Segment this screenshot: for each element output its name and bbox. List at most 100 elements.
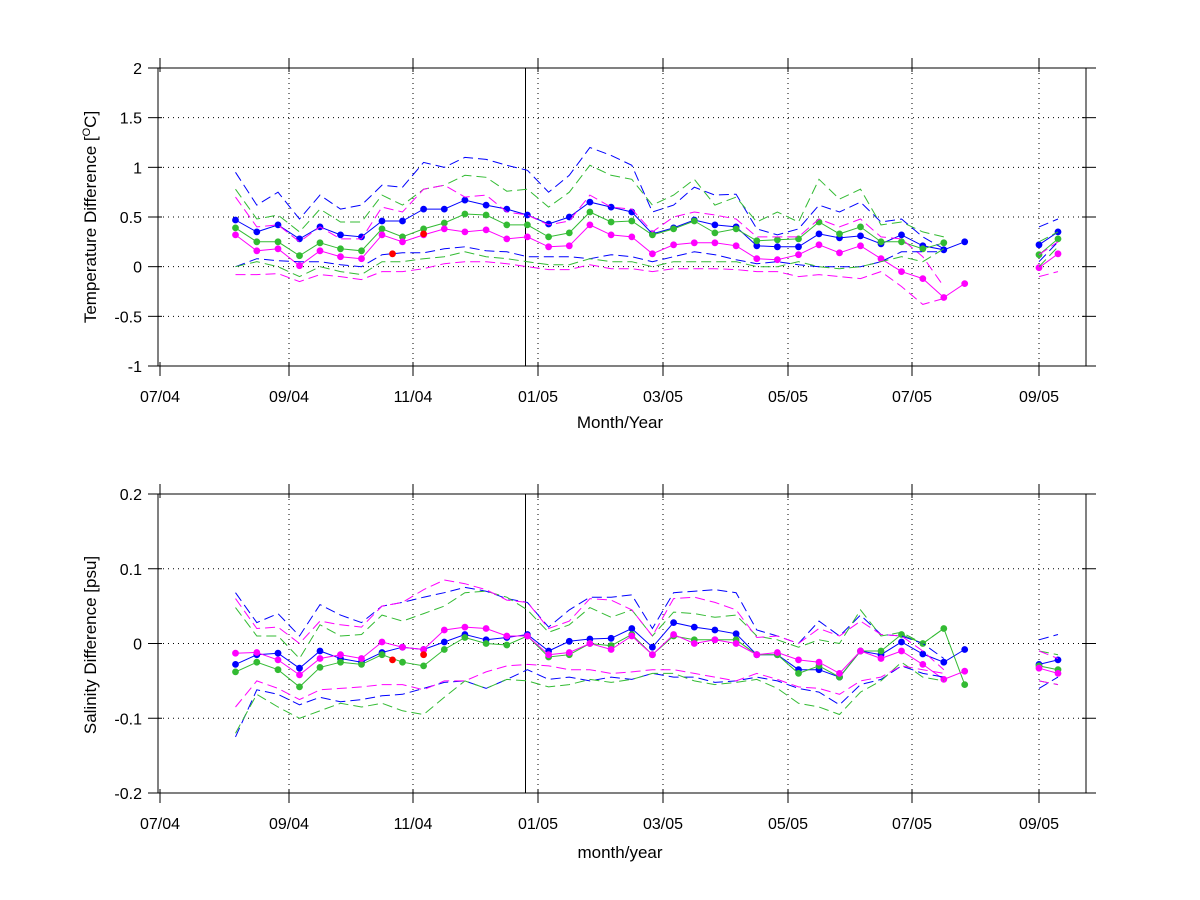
temperature-series-0-point: [378, 217, 386, 225]
temperature-x-tick-label: 05/05: [768, 389, 808, 406]
salinity-x-tick-label: 09/04: [269, 816, 309, 833]
salinity-series-2-point: [524, 632, 531, 640]
salinity-series-0-point: [607, 634, 615, 642]
temperature-y-label-main: Temperature Difference [: [81, 136, 100, 323]
salinity-x-tick-label: 09/05: [1019, 816, 1059, 833]
temperature-series-2-point: [628, 233, 636, 241]
salinity-series-2-point: [274, 656, 282, 664]
temperature-series-2-point: [482, 226, 490, 234]
salinity-series-2-point: [440, 626, 448, 634]
salinity-series-2-point: [253, 649, 261, 656]
temperature-x-tick-label: 07/05: [892, 389, 932, 406]
temperature-series-line-8: [235, 261, 1059, 305]
temperature-series-1-point: [586, 208, 594, 216]
salinity-series-2-point: [795, 656, 802, 664]
salinity-x-tick-label: 05/05: [768, 816, 808, 833]
temperature-x-tick-label: 09/05: [1019, 389, 1059, 406]
temperature-series-1-point: [1035, 251, 1043, 259]
temperature-series-2-point: [607, 231, 615, 239]
salinity-series-2-point: [1054, 670, 1062, 677]
temperature-series-1-point: [1054, 235, 1062, 243]
salinity-series-1-point: [358, 661, 365, 668]
temperature-y-tick-label: -0.5: [114, 309, 142, 326]
temperature-series-1-point: [711, 229, 719, 237]
temperature-series-2-point: [337, 253, 344, 261]
temperature-series-1-point: [940, 239, 948, 247]
salinity-series-2-point: [316, 655, 324, 662]
temperature-series-0-point: [711, 221, 719, 229]
temperature-series-2-point: [919, 275, 927, 283]
temperature-x-tick-label: 01/05: [518, 389, 558, 406]
temperature-series-2-point: [232, 231, 239, 239]
temperature-series-2-point: [898, 268, 905, 276]
salinity-series-0-point: [670, 619, 677, 626]
temperature-y-tick-label: 1.5: [120, 111, 142, 128]
temperature-series-0-point: [774, 243, 781, 251]
salinity-series-2-point: [565, 649, 573, 656]
salinity-series-1-point: [940, 625, 948, 632]
salinity-series-2-point: [711, 636, 719, 644]
temperature-series-1-point: [753, 237, 761, 245]
temperature-y-tick-label: 0.5: [120, 210, 142, 227]
temperature-series-2-point: [670, 241, 677, 249]
salinity-series-2-point: [753, 651, 761, 659]
temperature-series-1-point: [649, 231, 656, 239]
salinity-x-axis-label: month/year: [577, 843, 662, 862]
salinity-series-2-point: [857, 647, 864, 655]
temperature-series-2-point: [1035, 264, 1043, 272]
temperature-series-2-point: [296, 262, 303, 270]
temperature-series-1-point: [503, 221, 511, 229]
temperature-series-2-point: [440, 225, 448, 233]
salinity-series-2-point: [482, 625, 490, 632]
temperature-y-tick-label: 2: [133, 61, 142, 78]
temperature-series-1-point: [440, 219, 448, 227]
temperature-x-axis-label: Month/Year: [577, 413, 664, 432]
temperature-series-1-point: [253, 238, 261, 246]
temperature-series-2-point: [316, 247, 324, 255]
temperature-series-2-point: [586, 221, 594, 229]
salinity-series-2-point: [815, 658, 823, 666]
salinity-series-1-point: [296, 683, 303, 691]
salinity-series-2-point: [545, 651, 552, 659]
temperature-series-1-point: [482, 211, 490, 219]
salinity-series-2-point: [628, 632, 636, 640]
salinity-series-line-8: [235, 663, 1059, 708]
salinity-series-0-point: [274, 649, 282, 657]
temperature-series-0-point: [253, 228, 261, 236]
salinity-series-2-point: [877, 655, 885, 662]
temperature-series-1-point: [898, 238, 905, 246]
temperature-series-1-point: [670, 225, 677, 233]
salinity-series-1-point: [461, 634, 469, 641]
temperature-series-0-point: [795, 243, 802, 251]
temperature-series-0-point: [857, 232, 864, 240]
temperature-series-0-point: [461, 196, 469, 204]
salinity-series-2-point: [732, 640, 740, 647]
salinity-x-tick-label: 11/04: [394, 816, 433, 833]
temperature-series: [232, 146, 1062, 305]
temperature-series-0-point: [482, 201, 490, 209]
temperature-series-9-point: [420, 230, 428, 238]
temperature-series-2-point: [503, 235, 511, 243]
salinity-series-0-point: [919, 650, 927, 658]
temperature-series-2-point: [836, 249, 843, 257]
temperature-x-tick-label: 09/04: [269, 389, 309, 406]
temperature-series-2-point: [961, 280, 969, 288]
temperature-series-1-point: [857, 223, 864, 231]
temperature-series-9-point: [389, 250, 396, 258]
temperature-series-1-point: [524, 221, 531, 229]
salinity-series-0-point: [898, 638, 905, 646]
temperature-series-2-point: [274, 245, 282, 253]
temperature-y-tick-label: -1: [128, 359, 142, 376]
salinity-series-0-point: [440, 638, 448, 646]
temperature-series-1-point: [565, 229, 573, 237]
temperature-y-tick-label: 1: [133, 160, 142, 177]
temperature-series-1-point: [337, 245, 344, 253]
salinity-series-1-point: [440, 646, 448, 653]
salinity-series-0-point: [961, 646, 969, 653]
temperature-series-2-point: [753, 255, 761, 263]
temperature-series-1-point: [316, 239, 324, 247]
salinity-series-0-point: [732, 630, 740, 638]
salinity-series-0-point: [232, 661, 239, 668]
